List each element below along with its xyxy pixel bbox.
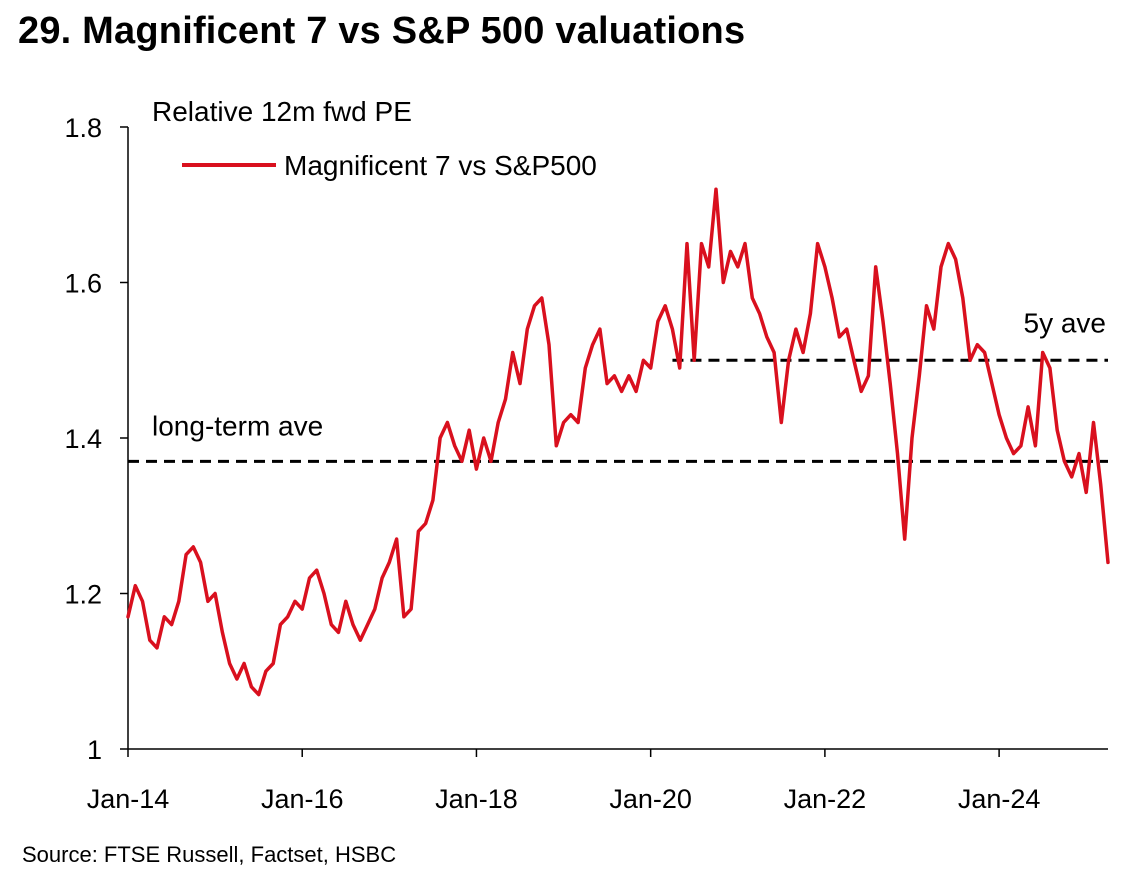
series-line [126,187,1110,697]
long-term-ave-label: long-term ave [152,410,323,441]
legend-label: Magnificent 7 vs S&P500 [284,150,597,181]
five-year-ave-label: 5y ave [1024,307,1107,338]
x-tick-label: Jan-16 [261,784,344,814]
legend: Magnificent 7 vs S&P500 [182,150,597,181]
x-tick-label: Jan-24 [958,784,1041,814]
y-tick-label: 1.6 [64,269,102,299]
source-note: Source: FTSE Russell, Factset, HSBC [22,842,397,867]
y-tick-label: 1.2 [64,580,102,610]
y-axis: 1 1.2 1.4 1.6 1.8 [64,113,129,765]
y-tick-label: 1.8 [64,113,102,143]
x-tick-label: Jan-22 [784,784,867,814]
x-axis: Jan-14 Jan-16 Jan-18 Jan-20 Jan-22 Jan-24 [87,748,1108,814]
x-tick-label: Jan-14 [87,784,170,814]
y-tick-label: 1 [87,735,102,765]
page-title: 29. Magnificent 7 vs S&P 500 valuations [18,10,746,52]
y-tick-label: 1.4 [64,424,102,454]
chart-subtitle: Relative 12m fwd PE [152,96,412,127]
x-tick-label: Jan-20 [609,784,692,814]
x-tick-label: Jan-18 [435,784,518,814]
